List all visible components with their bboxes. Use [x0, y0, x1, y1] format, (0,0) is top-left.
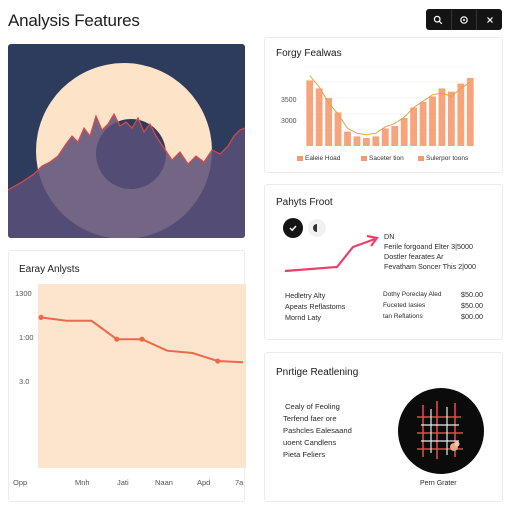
search-button[interactable] [426, 9, 452, 30]
line-x-tick: Mnh [75, 478, 90, 487]
line-chart-title: Earay Anlysts [19, 264, 80, 275]
legend-label: Ealeie Hoad [305, 155, 341, 162]
legend-label: Sulerpor toons [426, 155, 469, 162]
legend-label: Saceter tion [369, 155, 404, 162]
flow-note: Ferile forgoand Elter 3|5000 [384, 242, 473, 251]
line-x-tick: Jati [117, 478, 129, 487]
bar-legend-item: Ealeie Hoad [297, 155, 340, 162]
close-icon [486, 16, 493, 23]
bar-trend-line [309, 75, 471, 136]
half-circle-icon [313, 224, 317, 232]
line-chart [38, 284, 246, 468]
bar [466, 78, 474, 146]
bar [381, 128, 389, 146]
legend-swatch [361, 156, 367, 161]
bar [457, 83, 465, 146]
feature-item: uoent Candlens [283, 438, 337, 447]
line-chart-card: Earay Anlysts 1300 1:00 3.0 Opp Mnh Jati… [8, 250, 246, 502]
legend-swatch [418, 156, 424, 161]
line-x-tick: Apd [197, 478, 211, 487]
features-card: Pnrtige Reatlening Cealy of Feoling Terf… [264, 352, 503, 502]
bar [315, 88, 323, 146]
bar [447, 91, 455, 146]
search-icon [434, 15, 443, 24]
line-x-tick: 7a [235, 478, 244, 487]
flow-note: Fevatham Soncer This 2|000 [384, 262, 477, 271]
legend-swatch [297, 156, 303, 161]
flow-row-value: $50.00 [461, 301, 483, 310]
toolbar [426, 9, 502, 30]
data-point [114, 336, 120, 342]
line-x-tick: Naan [155, 478, 173, 487]
line-y-tick: 1:00 [19, 333, 34, 342]
app-title: Analysis Features [8, 11, 140, 30]
bar [429, 96, 436, 146]
bar [353, 136, 361, 146]
flow-row-label: Apeats Reflastoms [285, 302, 346, 311]
bar [419, 102, 427, 146]
flow-row-detail: Fuceted Iasies [383, 302, 426, 309]
bar [344, 131, 351, 146]
bar [438, 88, 446, 146]
line-plot-area [38, 284, 246, 468]
flow-note: Dostler fearates Ar [384, 252, 444, 261]
check-toggle[interactable] [283, 218, 303, 238]
bar-chart-card: Forgy Fealwas 3500 3500 3000 Ealeie Hoad… [264, 37, 503, 173]
bar-legend-item: Saceter tion [361, 155, 404, 162]
hero-wave-area [8, 114, 245, 238]
bar [362, 138, 370, 146]
settings-button[interactable] [452, 9, 478, 30]
flow-card-title: Pahyts Froot [276, 197, 333, 208]
flow-row-detail: Dothy Poreclay Aled [383, 291, 442, 298]
bar [306, 80, 314, 146]
flow-card: Pahyts Froot DN Ferile forgoand Elter 3|… [264, 184, 503, 340]
bar [400, 118, 408, 146]
data-point [38, 314, 44, 320]
hero-illustration [8, 44, 245, 238]
option-toggle[interactable] [308, 219, 326, 237]
hero-wave-line [8, 112, 245, 191]
grid-disc-graphic [398, 388, 484, 474]
flow-row-value: $50.00 [461, 290, 483, 299]
gear-icon [460, 15, 468, 24]
bar [391, 126, 399, 146]
flow-row-label: Mornd Laty [285, 313, 321, 322]
close-button[interactable] [477, 9, 502, 30]
feature-item: Pashcles Ealesaand [283, 426, 352, 435]
trend-arrow [284, 234, 379, 273]
data-point [139, 336, 145, 342]
bar [334, 112, 342, 146]
bar-chart-title: Forgy Fealwas [276, 48, 342, 59]
bar-chart [305, 66, 475, 146]
flow-row-value: $00.00 [461, 312, 483, 321]
bar-legend-item: Sulerpor toons [418, 155, 468, 162]
flow-row-detail: tan Reflations [383, 313, 423, 320]
line-y-tick: 1300 [15, 289, 32, 298]
disc-caption: Pern Grater [420, 480, 457, 487]
flow-row-label: Hedletry Alty [285, 291, 326, 300]
bar [325, 98, 333, 146]
line-y-tick: 3.0 [19, 377, 30, 386]
line-x-tick: Opp [13, 478, 28, 487]
bar [410, 107, 418, 146]
feature-item: Terfend faer ore [283, 414, 337, 423]
bar-y-tick: 3000 [281, 118, 297, 125]
features-card-title: Pnrtige Reatlening [276, 367, 359, 378]
check-icon [289, 225, 297, 232]
feature-item: Pieta Feliers [283, 450, 326, 459]
feature-item: Cealy of Feoling [285, 402, 340, 411]
flow-header: DN [384, 232, 395, 241]
data-point [215, 358, 221, 364]
bar-y-tick: 3500 [281, 97, 297, 104]
bar [372, 136, 380, 146]
